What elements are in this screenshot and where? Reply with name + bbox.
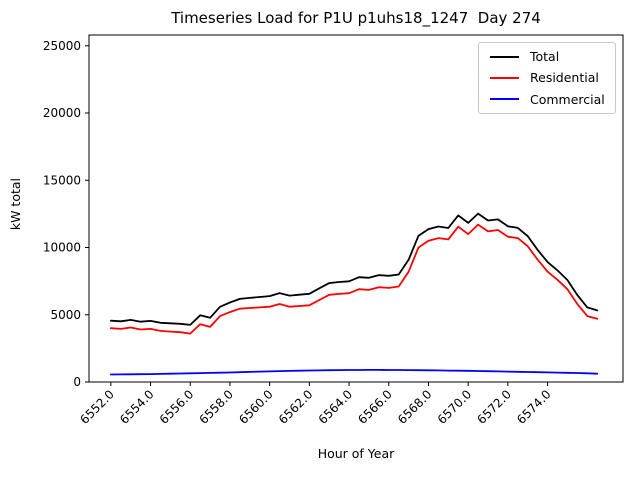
x-tick-label: 6556.0	[157, 387, 197, 427]
x-tick-label: 6554.0	[117, 387, 157, 427]
series-line-total	[109, 212, 599, 326]
series-line-commercial	[109, 368, 599, 376]
y-tick-label: 5000	[50, 308, 81, 322]
legend-line-residential-icon	[490, 76, 519, 79]
y-tick-label: 15000	[43, 173, 81, 187]
x-axis-label: Hour of Year	[317, 446, 395, 461]
legend-item-residential: Residential	[479, 70, 615, 85]
legend-label-total: Total	[530, 49, 560, 65]
x-tick-label: 6558.0	[196, 387, 236, 427]
series-line-residential	[109, 223, 599, 335]
legend-label-commercial: Commercial	[530, 91, 605, 107]
x-tick-label: 6552.0	[77, 387, 117, 427]
legend-label-residential: Residential	[530, 70, 599, 86]
chart-title: Timeseries Load for P1U p1uhs18_1247 Day…	[171, 9, 541, 27]
y-tick-label: 25000	[43, 39, 81, 53]
x-tick-label: 6574.0	[514, 387, 554, 427]
x-tick-label: 6568.0	[395, 387, 435, 427]
legend-item-commercial: Commercial	[479, 92, 615, 107]
legend-line-commercial-icon	[490, 98, 519, 101]
y-tick-label: 10000	[43, 241, 81, 255]
x-tick-label: 6566.0	[355, 387, 395, 427]
x-tick-label: 6572.0	[474, 387, 514, 427]
legend-line-total-icon	[490, 55, 519, 58]
y-tick-label: 20000	[43, 106, 81, 120]
legend: Total Residential Commercial	[478, 42, 616, 114]
axes-spines	[88, 34, 624, 383]
y-tick-label: 0	[73, 375, 81, 389]
x-tick-label: 6560.0	[236, 387, 276, 427]
x-tick-label: 6562.0	[276, 387, 316, 427]
x-tick-label: 6564.0	[316, 387, 356, 427]
x-tick-label: 6570.0	[435, 387, 475, 427]
legend-item-total: Total	[479, 49, 615, 64]
